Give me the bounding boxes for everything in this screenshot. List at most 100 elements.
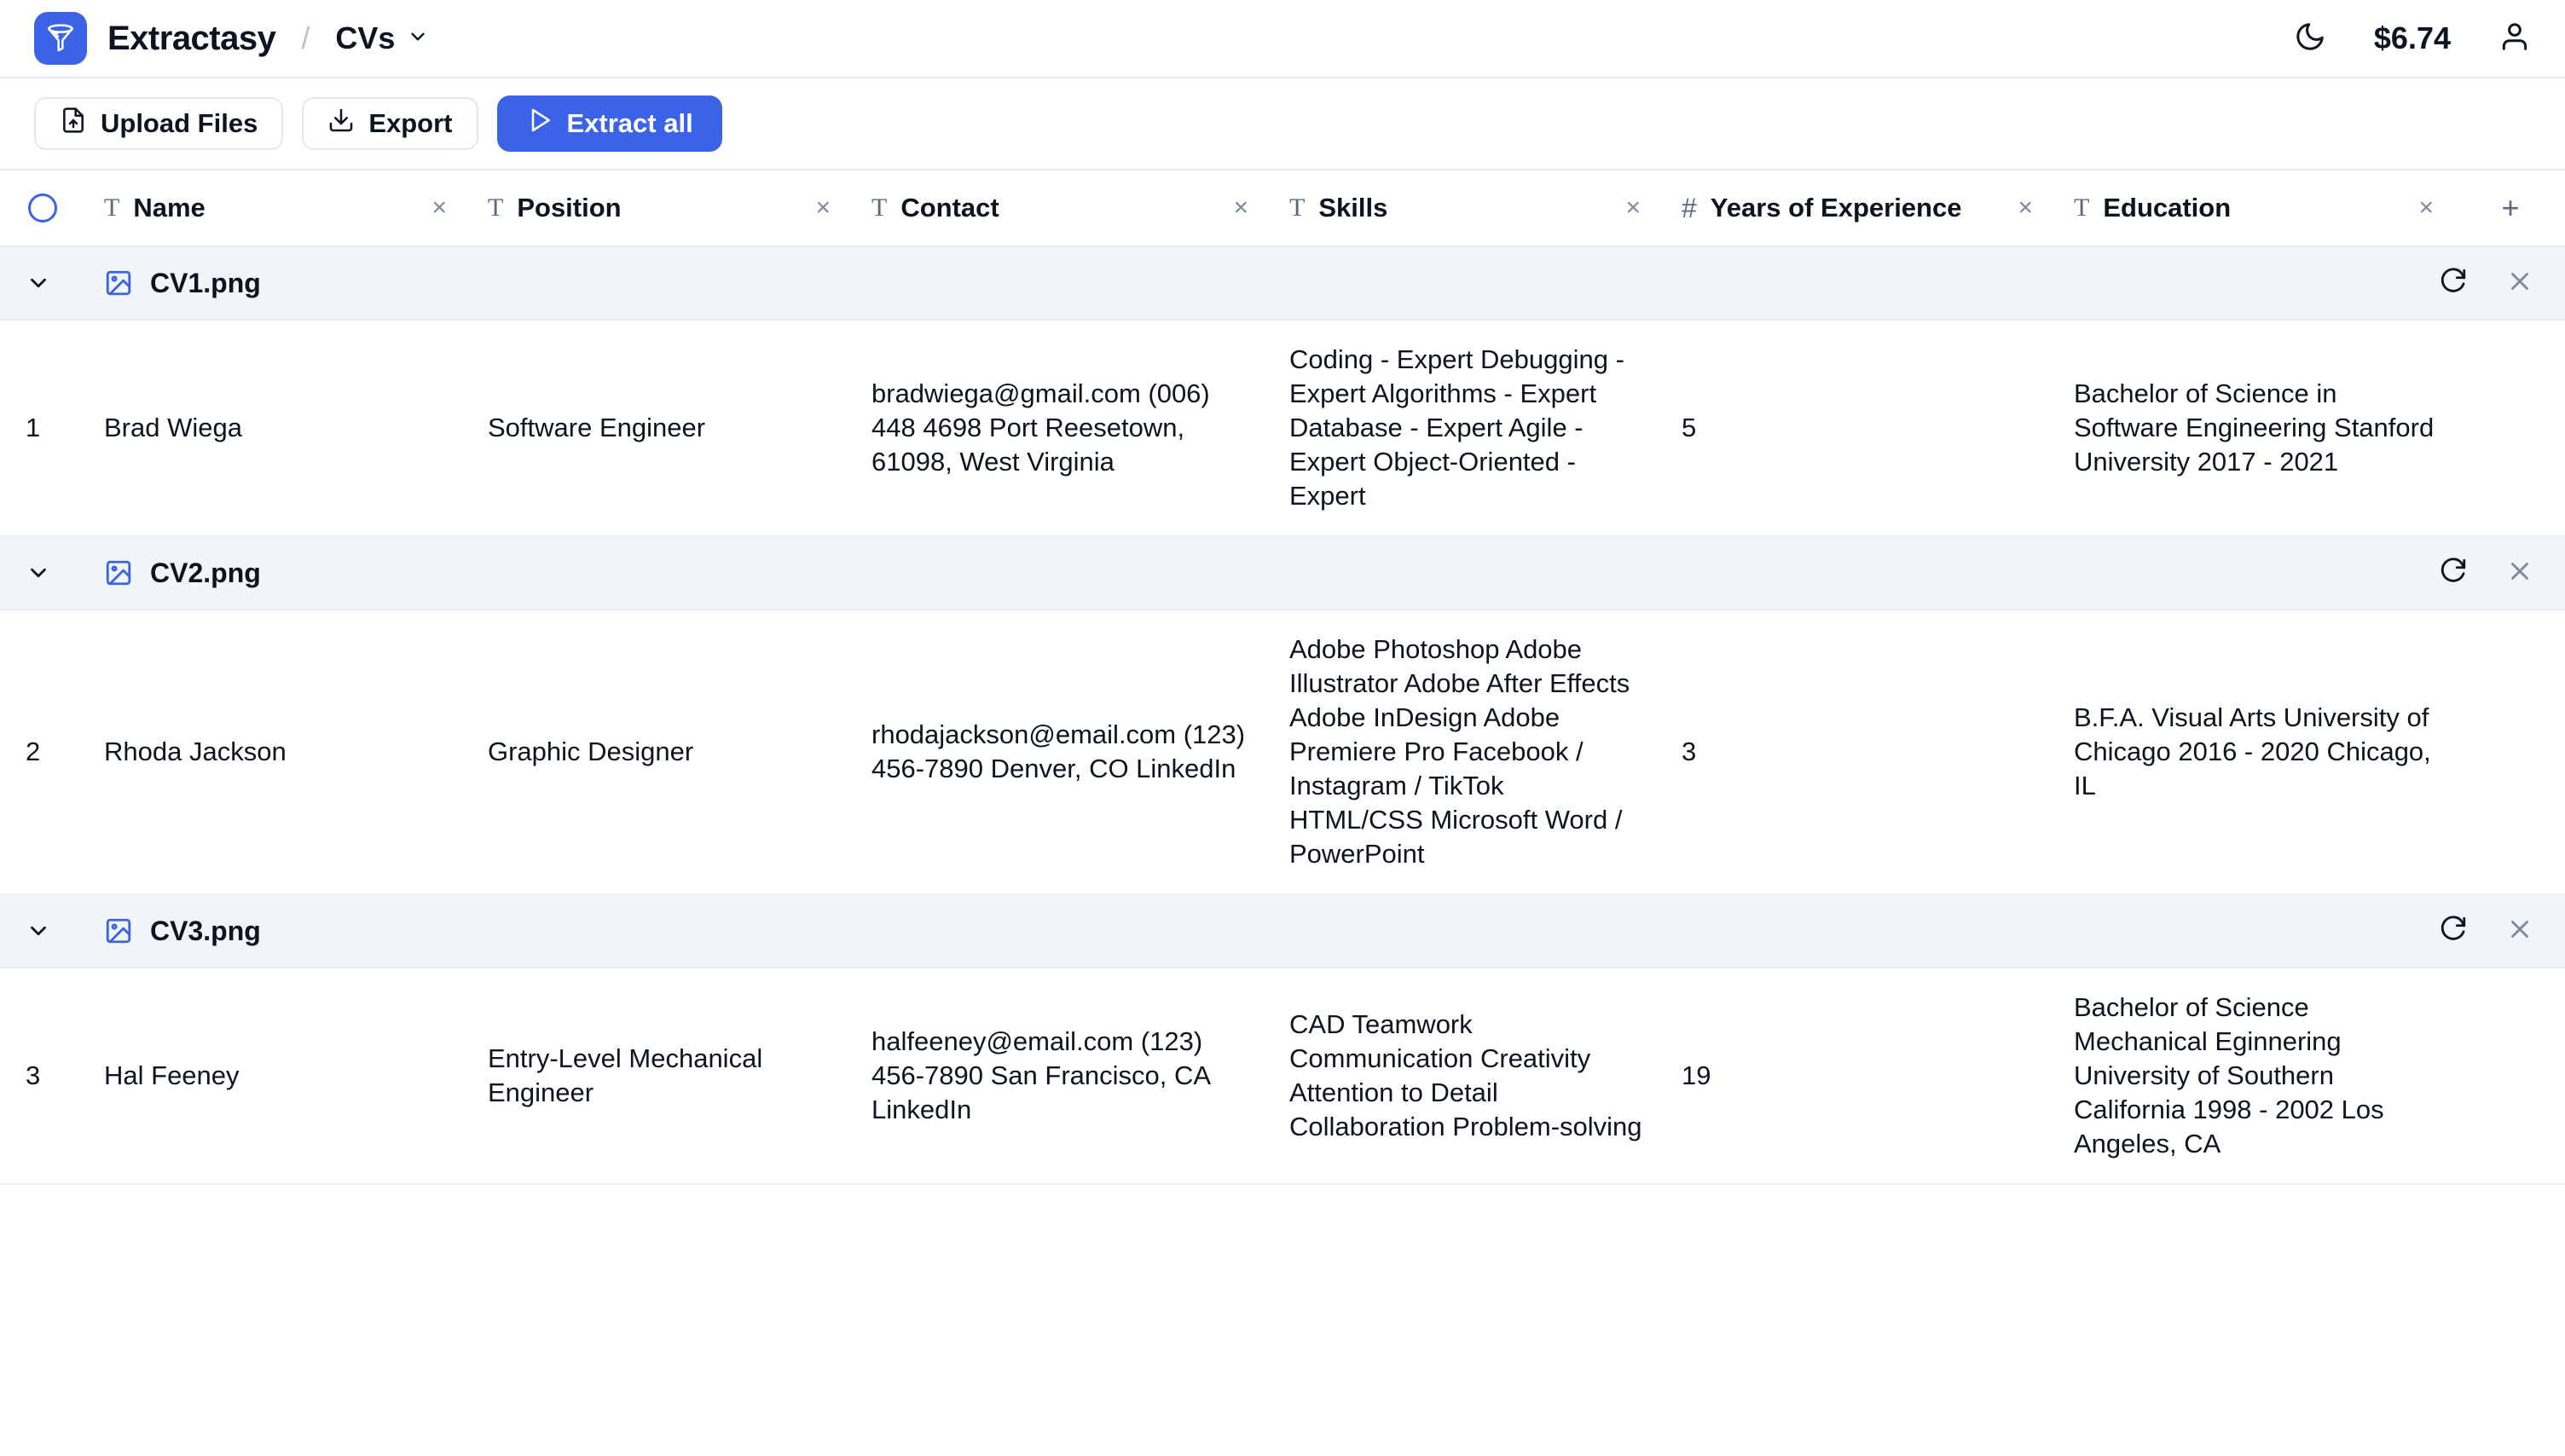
action-toolbar: Upload Files Export Extract all <box>0 78 2565 170</box>
column-label: Education <box>2103 193 2232 222</box>
select-all-radio[interactable] <box>28 194 57 222</box>
file-group-actions <box>2439 267 2534 300</box>
extract-all-button[interactable]: Extract all <box>496 95 722 152</box>
cell-contact[interactable]: bradwiega@gmail.com (006) 448 4698 Port … <box>871 378 1210 477</box>
image-icon <box>104 558 133 587</box>
column-header-contact[interactable]: T Contact × <box>853 170 1271 246</box>
user-icon[interactable] <box>2498 20 2531 57</box>
file-name: CV1.png <box>150 267 261 298</box>
text-type-icon: T <box>104 194 120 222</box>
cell-education[interactable]: Bachelor of Science Mechanical Eginnerin… <box>2074 992 2384 1158</box>
cell-name[interactable]: Rhoda Jackson <box>104 737 287 766</box>
export-button[interactable]: Export <box>302 97 478 150</box>
balance-amount: $6.74 <box>2373 20 2451 55</box>
cell-position[interactable]: Graphic Designer <box>488 737 694 766</box>
text-type-icon: T <box>871 194 888 222</box>
refresh-icon[interactable] <box>2439 557 2468 590</box>
remove-file-icon[interactable] <box>2505 915 2534 948</box>
remove-column-icon[interactable]: × <box>2018 194 2033 222</box>
cell-name[interactable]: Brad Wiega <box>104 413 242 442</box>
top-bar-actions: $6.74 <box>2294 20 2531 57</box>
table-row[interactable]: 3 Hal Feeney Entry-Level Mechanical Engi… <box>0 968 2565 1185</box>
cell-contact[interactable]: halfeeney@email.com (123) 456-7890 San F… <box>871 1026 1210 1124</box>
cell-position[interactable]: Entry-Level Mechanical Engineer <box>488 1043 763 1107</box>
table-empty-area <box>0 1185 2565 1407</box>
column-label: Contact <box>900 193 999 222</box>
table-row[interactable]: 2 Rhoda Jackson Graphic Designer rhodaja… <box>0 610 2565 895</box>
download-icon <box>327 107 355 141</box>
select-all-cell <box>0 194 85 222</box>
funnel-icon <box>34 12 87 65</box>
table-row[interactable]: 1 Brad Wiega Software Engineer bradwiega… <box>0 321 2565 537</box>
cell-contact[interactable]: rhodajackson@email.com (123) 456-7890 De… <box>871 719 1246 783</box>
file-group-row[interactable]: CV1.png <box>0 247 2565 321</box>
refresh-icon[interactable] <box>2439 267 2468 300</box>
cell-position[interactable]: Software Engineer <box>488 413 706 442</box>
cell-education[interactable]: Bachelor of Science in Software Engineer… <box>2074 378 2435 477</box>
row-index: 3 <box>26 1060 41 1090</box>
table-header-row: T Name × T Position × T Contact × T Skil… <box>0 170 2565 247</box>
remove-file-icon[interactable] <box>2505 557 2534 590</box>
column-label: Skills <box>1318 193 1388 222</box>
remove-column-icon[interactable]: × <box>2418 194 2434 222</box>
play-icon <box>526 107 553 141</box>
brand-name: Extractasy <box>107 19 276 57</box>
cell-years-of-experience[interactable]: 5 <box>1682 413 1697 442</box>
column-header-education[interactable]: T Education × <box>2055 170 2456 246</box>
row-end-spacer <box>2456 1054 2565 1098</box>
moon-icon[interactable] <box>2294 20 2326 57</box>
column-header-name[interactable]: T Name × <box>85 170 469 246</box>
cell-years-of-experience[interactable]: 19 <box>1682 1060 1711 1090</box>
file-group-actions <box>2439 557 2534 590</box>
cell-years-of-experience[interactable]: 3 <box>1682 737 1697 766</box>
refresh-icon[interactable] <box>2439 915 2468 948</box>
upload-files-button[interactable]: Upload Files <box>34 97 284 150</box>
extract-all-label: Extract all <box>566 108 693 138</box>
column-header-years-of-experience[interactable]: # Years of Experience × <box>1663 170 2055 246</box>
add-column-icon[interactable]: + <box>2501 190 2520 225</box>
file-name: CV3.png <box>150 915 261 946</box>
number-type-icon: # <box>1682 193 1697 223</box>
export-label: Export <box>368 108 453 138</box>
image-icon <box>104 916 133 945</box>
remove-column-icon[interactable]: × <box>1625 194 1641 222</box>
remove-column-icon[interactable]: × <box>815 194 831 222</box>
row-index: 2 <box>26 737 41 766</box>
chevron-down-icon <box>407 26 429 52</box>
cell-skills[interactable]: CAD Teamwork Communication Creativity At… <box>1289 1009 1642 1141</box>
breadcrumb-separator: / <box>301 20 310 55</box>
text-type-icon: T <box>2074 194 2090 222</box>
file-group-actions <box>2439 915 2534 948</box>
column-header-skills[interactable]: T Skills × <box>1271 170 1663 246</box>
file-group-row[interactable]: CV3.png <box>0 895 2565 968</box>
cell-skills[interactable]: Adobe Photoshop Adobe Illustrator Adobe … <box>1289 634 1630 869</box>
column-label: Position <box>517 193 622 222</box>
add-column-cell: + <box>2456 193 2565 223</box>
row-end-spacer <box>2456 730 2565 774</box>
upload-files-label: Upload Files <box>101 108 258 138</box>
file-group-row[interactable]: CV2.png <box>0 537 2565 610</box>
remove-column-icon[interactable]: × <box>1233 194 1248 222</box>
brand: Extractasy / CVs <box>34 12 429 65</box>
chevron-down-icon[interactable] <box>26 918 73 944</box>
file-upload-icon <box>60 107 87 141</box>
chevron-down-icon[interactable] <box>26 560 73 586</box>
file-name: CV2.png <box>150 557 261 588</box>
cell-skills[interactable]: Coding - Expert Debugging - Expert Algor… <box>1289 344 1624 511</box>
column-label: Name <box>133 193 206 222</box>
cell-name[interactable]: Hal Feeney <box>104 1060 240 1090</box>
breadcrumb-project[interactable]: CVs <box>335 20 429 56</box>
row-end-spacer <box>2456 406 2565 450</box>
image-icon <box>104 269 133 298</box>
remove-column-icon[interactable]: × <box>431 194 447 222</box>
remove-file-icon[interactable] <box>2505 267 2534 300</box>
text-type-icon: T <box>488 194 504 222</box>
column-header-position[interactable]: T Position × <box>469 170 853 246</box>
top-bar: Extractasy / CVs $6.74 <box>0 0 2565 78</box>
chevron-down-icon[interactable] <box>26 270 73 296</box>
row-index: 1 <box>26 413 41 442</box>
extraction-table: T Name × T Position × T Contact × T Skil… <box>0 170 2565 1407</box>
cell-education[interactable]: B.F.A. Visual Arts University of Chicago… <box>2074 702 2431 800</box>
breadcrumb-label: CVs <box>335 20 396 55</box>
column-label: Years of Experience <box>1710 193 1962 222</box>
